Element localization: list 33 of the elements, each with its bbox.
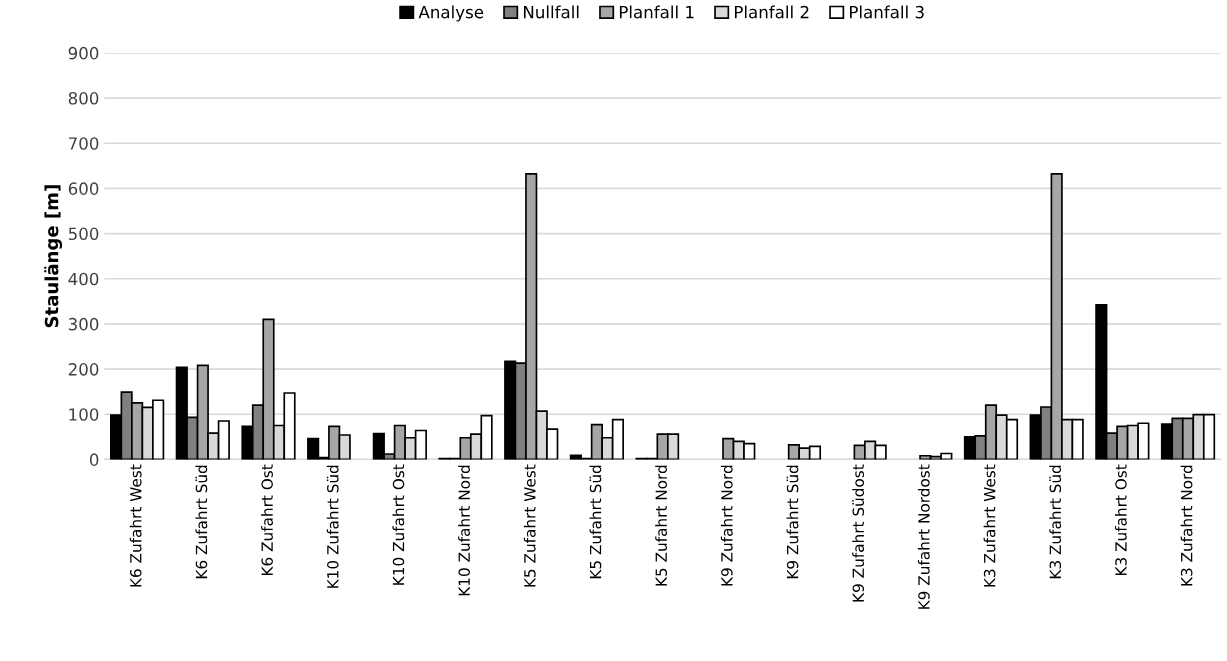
x-tick-label: K3 Zufahrt Ost (1114, 464, 1127, 576)
y-tick-label: 800 (68, 92, 99, 105)
legend-label: Planfall 2 (734, 5, 809, 19)
y-axis-title: Staulänge [m] (44, 185, 63, 328)
legend-label: Nullfall (523, 5, 579, 19)
y-tick-label: 200 (68, 363, 99, 376)
y-tick-label: 700 (68, 137, 99, 150)
x-tick-label: K10 Zufahrt Süd (326, 465, 339, 588)
x-tick-label: K9 Zufahrt Südost (852, 464, 865, 602)
x-tick-label: K3 Zufahrt Süd (1049, 465, 1062, 579)
y-tick-label: 300 (68, 317, 99, 331)
x-tick-label: K9 Zufahrt Süd (786, 465, 799, 579)
x-tick-label: K6 Zufahrt Süd (195, 465, 208, 579)
x-tick-label: K3 Zufahrt West (983, 464, 996, 587)
y-tick-label: 500 (68, 227, 99, 241)
x-tick-label: K6 Zufahrt Ost (261, 464, 273, 576)
x-tick-label: K3 Zufahrt Nord (1180, 465, 1193, 586)
x-tick-label: K6 Zufahrt West (129, 464, 142, 587)
legend-label: Planfall 3 (850, 5, 924, 19)
legend-label: Analyse (418, 5, 484, 22)
y-tick-label: 400 (68, 272, 99, 286)
x-tick-label: K5 Zufahrt Nord (655, 465, 668, 586)
y-tick-label: 0 (89, 453, 99, 466)
x-tick-label: K10 Zufahrt Ost (392, 464, 405, 585)
x-tick-label: K5 Zufahrt Süd (589, 465, 602, 579)
y-tick-label: 600 (68, 182, 99, 195)
legend-label: Planfall 1 (619, 5, 694, 19)
x-tick-label: K9 Zufahrt Nordost (917, 464, 930, 609)
x-tick-label: K10 Zufahrt Nord (458, 465, 470, 596)
x-tick-label: K9 Zufahrt Nord (720, 465, 733, 586)
y-tick-label: 900 (68, 46, 99, 60)
y-tick-label: 100 (69, 408, 99, 421)
x-tick-label: K5 Zufahrt West (523, 464, 536, 587)
